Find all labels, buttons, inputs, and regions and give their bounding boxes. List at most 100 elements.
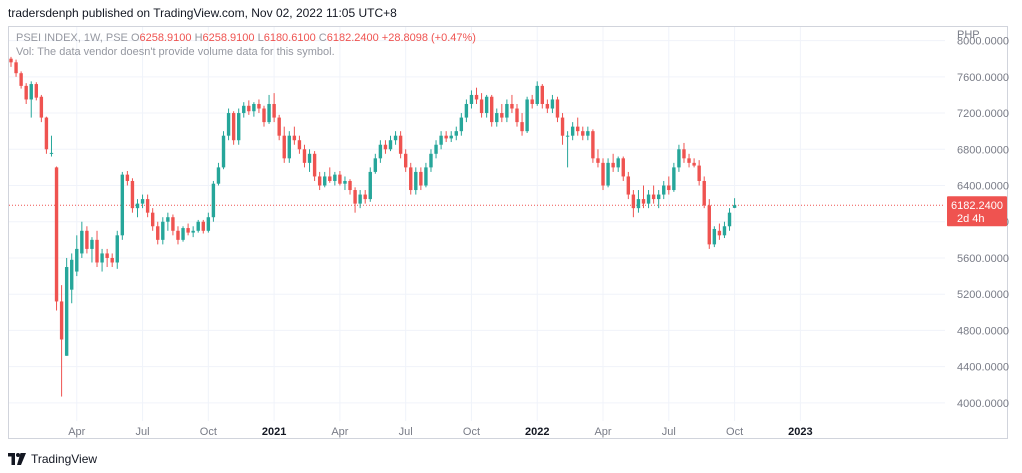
candle-body: [125, 174, 130, 181]
price-tag-value: 6182.2400: [951, 200, 1003, 212]
grid-lines: [9, 27, 945, 421]
x-tick-label: Apr: [68, 426, 85, 438]
candle-body: [14, 62, 18, 74]
candle-body: [171, 217, 175, 231]
candle: [201, 219, 205, 234]
candle-body: [591, 131, 595, 159]
candle: [530, 94, 534, 109]
candle: [237, 108, 241, 145]
candle-body: [570, 126, 575, 136]
candle: [727, 208, 732, 231]
candle-body: [565, 135, 570, 137]
candle-body: [156, 226, 160, 240]
candle: [161, 217, 165, 245]
candle: [24, 83, 28, 104]
candle-body: [631, 194, 636, 209]
candle-body: [576, 126, 580, 132]
candle: [434, 140, 438, 159]
candle-body: [474, 94, 479, 100]
candle-body: [150, 212, 155, 227]
candle-body: [373, 158, 378, 172]
candle: [616, 156, 620, 172]
candle: [419, 167, 423, 191]
symbol-name: PSEI INDEX, 1W, PSE: [16, 32, 128, 44]
y-tick-label: 6800.0000: [957, 144, 1009, 156]
candle: [581, 126, 585, 141]
candle: [656, 190, 661, 209]
candle-body: [535, 85, 539, 104]
candle: [297, 135, 302, 154]
candle: [388, 135, 393, 152]
candle: [621, 156, 625, 181]
candle-body: [307, 153, 312, 163]
candle: [540, 84, 544, 109]
candle: [646, 190, 651, 209]
candle: [722, 221, 727, 239]
candle-body: [636, 199, 641, 209]
candle: [90, 237, 94, 263]
candle: [206, 212, 211, 233]
candle-body: [616, 158, 620, 168]
candle: [464, 99, 469, 123]
candle-body: [479, 99, 484, 114]
candle: [393, 131, 398, 145]
price-tag-box: [947, 196, 1007, 227]
candle-body: [434, 144, 438, 154]
candle: [687, 153, 691, 168]
footer-brand[interactable]: TradingView: [8, 452, 97, 466]
chart-frame[interactable]: [8, 26, 1008, 439]
candle-body: [247, 105, 251, 112]
candle: [358, 190, 362, 209]
candle-body: [525, 99, 529, 132]
x-tick-label: 2021: [262, 426, 286, 438]
candle-body: [221, 135, 226, 168]
price-tag-countdown: 2d 4h: [957, 213, 985, 225]
candle: [550, 94, 555, 114]
candle: [662, 180, 666, 200]
candle-body: [196, 221, 200, 231]
candle: [586, 126, 590, 141]
candle: [125, 171, 130, 186]
x-tick-label: Jul: [662, 426, 676, 438]
y-tick-label: 7200.0000: [957, 108, 1009, 120]
candle: [515, 103, 519, 127]
open-value: 6258.9100: [139, 32, 192, 44]
candle: [64, 257, 69, 356]
candle-body: [626, 176, 631, 195]
candle: [343, 176, 347, 191]
candle: [181, 226, 185, 242]
candle: [682, 142, 686, 163]
candle: [95, 230, 99, 268]
symbol-legend: PSEI INDEX, 1W, PSE O6258.9100 H6258.910…: [16, 31, 476, 59]
candle-body: [490, 96, 494, 123]
candle-body: [34, 84, 38, 98]
candle-body: [545, 103, 550, 109]
candle-body: [343, 180, 347, 184]
change-value: +28.8098 (+0.47%): [381, 32, 476, 44]
candle: [484, 94, 489, 118]
candle-body: [282, 135, 286, 159]
candle-body: [439, 135, 443, 145]
candle: [424, 162, 428, 188]
candle-body: [231, 113, 236, 141]
candle-body: [95, 239, 99, 263]
candles: [9, 56, 737, 397]
candle: [150, 208, 155, 231]
x-tick-label: Oct: [726, 426, 743, 438]
candle-body: [495, 113, 499, 123]
candle: [454, 126, 458, 141]
candle: [363, 190, 367, 204]
candle-body: [378, 144, 383, 159]
y-tick-label: 4800.0000: [957, 325, 1009, 337]
candle: [702, 176, 706, 209]
candle-body: [19, 73, 23, 86]
candle: [115, 230, 119, 269]
candle: [596, 149, 600, 168]
volume-note: Vol: The data vendor doesn't provide vol…: [16, 46, 335, 58]
candle: [110, 253, 114, 268]
candle: [717, 223, 722, 240]
candle-body: [363, 194, 367, 200]
candle-body: [135, 203, 140, 209]
candle: [601, 158, 605, 191]
